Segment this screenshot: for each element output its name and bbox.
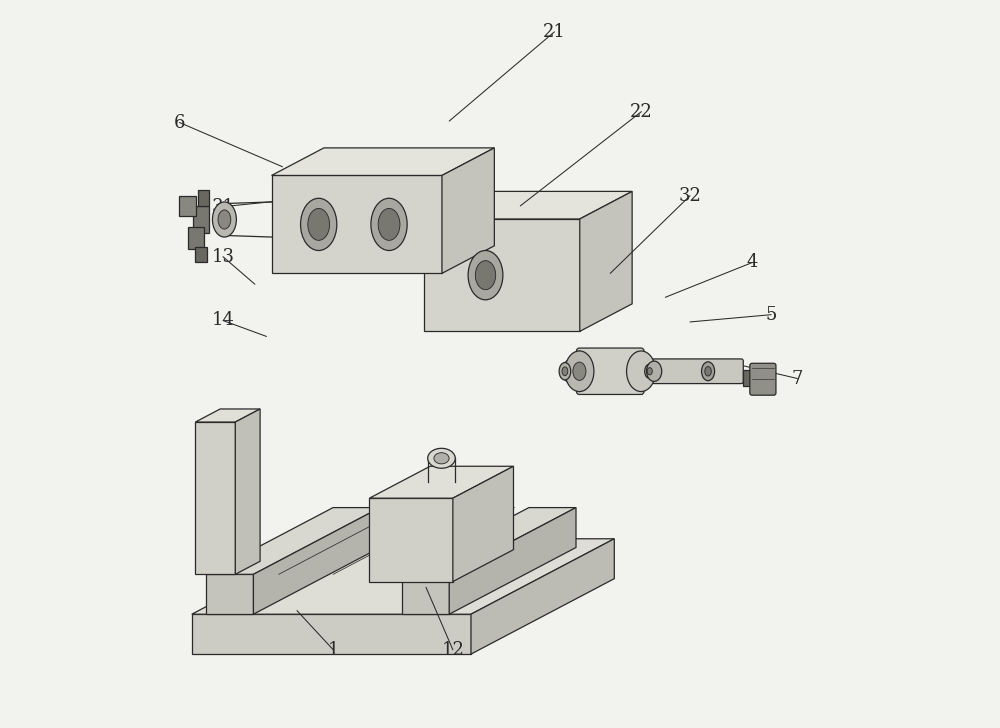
Text: 5: 5 xyxy=(766,306,777,324)
FancyBboxPatch shape xyxy=(750,363,776,395)
Polygon shape xyxy=(253,507,380,614)
Polygon shape xyxy=(369,498,453,582)
Polygon shape xyxy=(206,507,380,574)
Ellipse shape xyxy=(371,198,407,250)
Polygon shape xyxy=(235,409,260,574)
Ellipse shape xyxy=(627,351,656,392)
Bar xyxy=(743,370,754,386)
Text: 32: 32 xyxy=(679,187,701,205)
Bar xyxy=(188,226,204,248)
Ellipse shape xyxy=(702,362,715,381)
Polygon shape xyxy=(453,466,513,582)
Polygon shape xyxy=(206,574,253,614)
Polygon shape xyxy=(424,191,632,219)
Ellipse shape xyxy=(308,208,330,240)
Polygon shape xyxy=(580,191,632,331)
Bar xyxy=(198,191,209,207)
Bar xyxy=(195,247,207,261)
Bar xyxy=(179,196,196,216)
Polygon shape xyxy=(449,507,576,614)
Polygon shape xyxy=(442,148,494,273)
Ellipse shape xyxy=(378,208,400,240)
Ellipse shape xyxy=(645,364,655,379)
Polygon shape xyxy=(402,507,576,574)
Ellipse shape xyxy=(705,366,711,376)
Text: 7: 7 xyxy=(792,370,803,387)
Text: 13: 13 xyxy=(211,248,234,266)
Text: 12: 12 xyxy=(441,641,464,659)
Ellipse shape xyxy=(647,368,652,375)
Bar xyxy=(193,207,209,232)
FancyBboxPatch shape xyxy=(577,348,644,395)
Polygon shape xyxy=(192,539,614,614)
Ellipse shape xyxy=(565,351,594,392)
Polygon shape xyxy=(195,409,260,422)
Ellipse shape xyxy=(475,261,496,290)
Polygon shape xyxy=(369,466,513,498)
Text: 4: 4 xyxy=(747,253,758,272)
Text: 21: 21 xyxy=(543,23,566,41)
Polygon shape xyxy=(471,539,614,654)
Ellipse shape xyxy=(434,453,449,464)
Text: 14: 14 xyxy=(212,312,234,330)
Text: 1: 1 xyxy=(327,641,339,659)
Ellipse shape xyxy=(562,367,568,376)
Ellipse shape xyxy=(212,202,236,237)
Text: 6: 6 xyxy=(174,114,185,132)
Polygon shape xyxy=(272,148,494,175)
Ellipse shape xyxy=(468,250,503,300)
Text: 22: 22 xyxy=(630,103,653,121)
FancyBboxPatch shape xyxy=(652,359,743,384)
Ellipse shape xyxy=(301,198,337,250)
Polygon shape xyxy=(195,422,235,574)
Ellipse shape xyxy=(218,210,231,229)
Polygon shape xyxy=(272,175,442,273)
Ellipse shape xyxy=(428,448,455,468)
Polygon shape xyxy=(192,614,471,654)
Ellipse shape xyxy=(646,361,662,381)
Ellipse shape xyxy=(559,363,571,380)
Polygon shape xyxy=(402,574,449,614)
Polygon shape xyxy=(424,219,580,331)
Text: 31: 31 xyxy=(211,197,234,215)
Ellipse shape xyxy=(573,362,586,381)
